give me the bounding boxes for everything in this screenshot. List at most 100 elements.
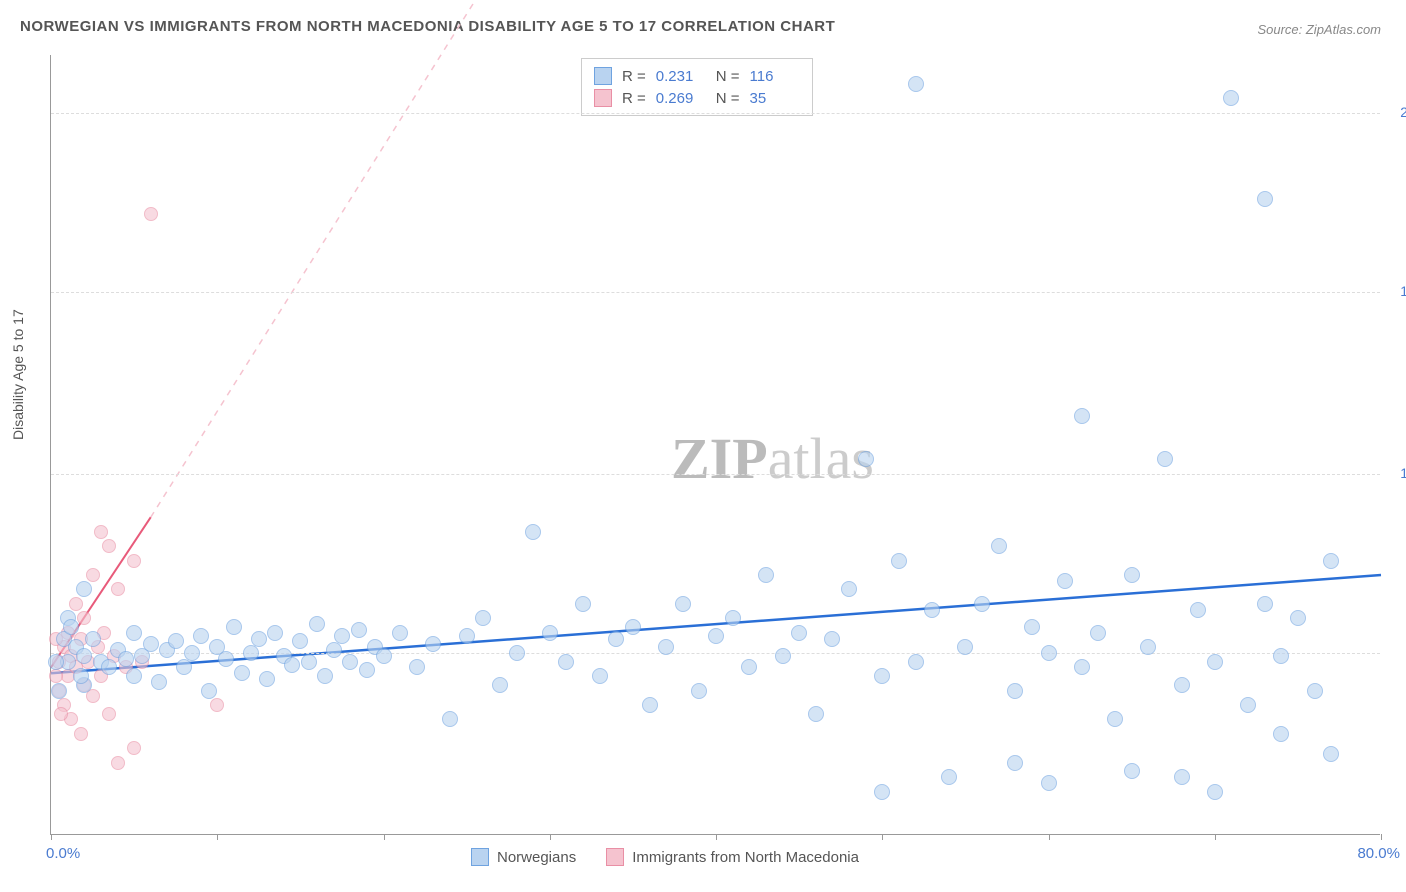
- swatch-immigrants-bottom: [606, 848, 624, 866]
- data-point: [1307, 683, 1323, 699]
- data-point: [758, 567, 774, 583]
- data-point: [558, 654, 574, 670]
- y-tick-label: 6.3%: [1385, 644, 1406, 660]
- x-axis-max-label: 80.0%: [1357, 845, 1400, 862]
- data-point: [226, 619, 242, 635]
- data-point: [201, 683, 217, 699]
- x-tick-mark: [1381, 834, 1382, 840]
- data-point: [675, 596, 691, 612]
- data-point: [1124, 567, 1140, 583]
- data-point: [1057, 573, 1073, 589]
- swatch-norwegians: [594, 67, 612, 85]
- data-point: [525, 524, 541, 540]
- data-point: [49, 669, 63, 683]
- data-point: [85, 631, 101, 647]
- swatch-immigrants: [594, 89, 612, 107]
- data-point: [193, 628, 209, 644]
- data-point: [334, 628, 350, 644]
- source-attribution: Source: ZipAtlas.com: [1257, 22, 1381, 37]
- legend-item-norwegians: Norwegians: [471, 848, 576, 866]
- swatch-norwegians-bottom: [471, 848, 489, 866]
- data-point: [1074, 408, 1090, 424]
- r-label: R =: [622, 90, 646, 107]
- data-point: [326, 642, 342, 658]
- data-point: [392, 625, 408, 641]
- data-point: [86, 568, 100, 582]
- data-point: [908, 76, 924, 92]
- x-tick-mark: [550, 834, 551, 840]
- data-point: [102, 707, 116, 721]
- data-point: [509, 645, 525, 661]
- data-point: [111, 582, 125, 596]
- data-point: [625, 619, 641, 635]
- data-point: [908, 654, 924, 670]
- data-point: [54, 707, 68, 721]
- data-point: [1257, 596, 1273, 612]
- data-point: [1207, 784, 1223, 800]
- data-point: [708, 628, 724, 644]
- data-point: [118, 651, 134, 667]
- data-point: [74, 727, 88, 741]
- data-point: [1174, 769, 1190, 785]
- r-value-norwegians: 0.231: [656, 68, 706, 85]
- data-point: [575, 596, 591, 612]
- data-point: [941, 769, 957, 785]
- n-label: N =: [716, 68, 740, 85]
- data-point: [459, 628, 475, 644]
- x-tick-mark: [51, 834, 52, 840]
- data-point: [725, 610, 741, 626]
- data-point: [824, 631, 840, 647]
- data-point: [1323, 553, 1339, 569]
- data-point: [691, 683, 707, 699]
- data-point: [775, 648, 791, 664]
- legend-item-immigrants: Immigrants from North Macedonia: [606, 848, 859, 866]
- data-point: [891, 553, 907, 569]
- data-point: [309, 616, 325, 632]
- data-point: [874, 784, 890, 800]
- data-point: [1190, 602, 1206, 618]
- r-label: R =: [622, 68, 646, 85]
- data-point: [376, 648, 392, 664]
- data-point: [48, 654, 64, 670]
- data-point: [791, 625, 807, 641]
- data-point: [592, 668, 608, 684]
- data-point: [351, 622, 367, 638]
- x-tick-mark: [1215, 834, 1216, 840]
- series-legend: Norwegians Immigrants from North Macedon…: [471, 848, 859, 866]
- data-point: [974, 596, 990, 612]
- gridline: [51, 113, 1380, 114]
- legend-row-immigrants: R = 0.269 N = 35: [594, 87, 800, 109]
- data-point: [608, 631, 624, 647]
- x-tick-mark: [217, 834, 218, 840]
- x-tick-mark: [384, 834, 385, 840]
- y-tick-label: 18.8%: [1385, 283, 1406, 299]
- data-point: [73, 668, 89, 684]
- r-value-immigrants: 0.269: [656, 90, 706, 107]
- data-point: [492, 677, 508, 693]
- data-point: [1240, 697, 1256, 713]
- n-label: N =: [716, 90, 740, 107]
- trend-lines-svg: [51, 55, 1380, 834]
- x-axis-min-label: 0.0%: [46, 845, 80, 862]
- data-point: [126, 625, 142, 641]
- data-point: [1041, 775, 1057, 791]
- data-point: [1174, 677, 1190, 693]
- data-point: [259, 671, 275, 687]
- data-point: [69, 597, 83, 611]
- legend-label-norwegians: Norwegians: [497, 849, 576, 866]
- legend-label-immigrants: Immigrants from North Macedonia: [632, 849, 859, 866]
- data-point: [284, 657, 300, 673]
- chart-title: NORWEGIAN VS IMMIGRANTS FROM NORTH MACED…: [20, 18, 835, 35]
- data-point: [1124, 763, 1140, 779]
- data-point: [301, 654, 317, 670]
- data-point: [243, 645, 259, 661]
- data-point: [858, 451, 874, 467]
- x-tick-mark: [1049, 834, 1050, 840]
- gridline: [51, 474, 1380, 475]
- data-point: [1257, 191, 1273, 207]
- data-point: [642, 697, 658, 713]
- correlation-legend: R = 0.231 N = 116 R = 0.269 N = 35: [581, 58, 813, 116]
- data-point: [808, 706, 824, 722]
- data-point: [218, 651, 234, 667]
- y-tick-label: 12.5%: [1385, 465, 1406, 481]
